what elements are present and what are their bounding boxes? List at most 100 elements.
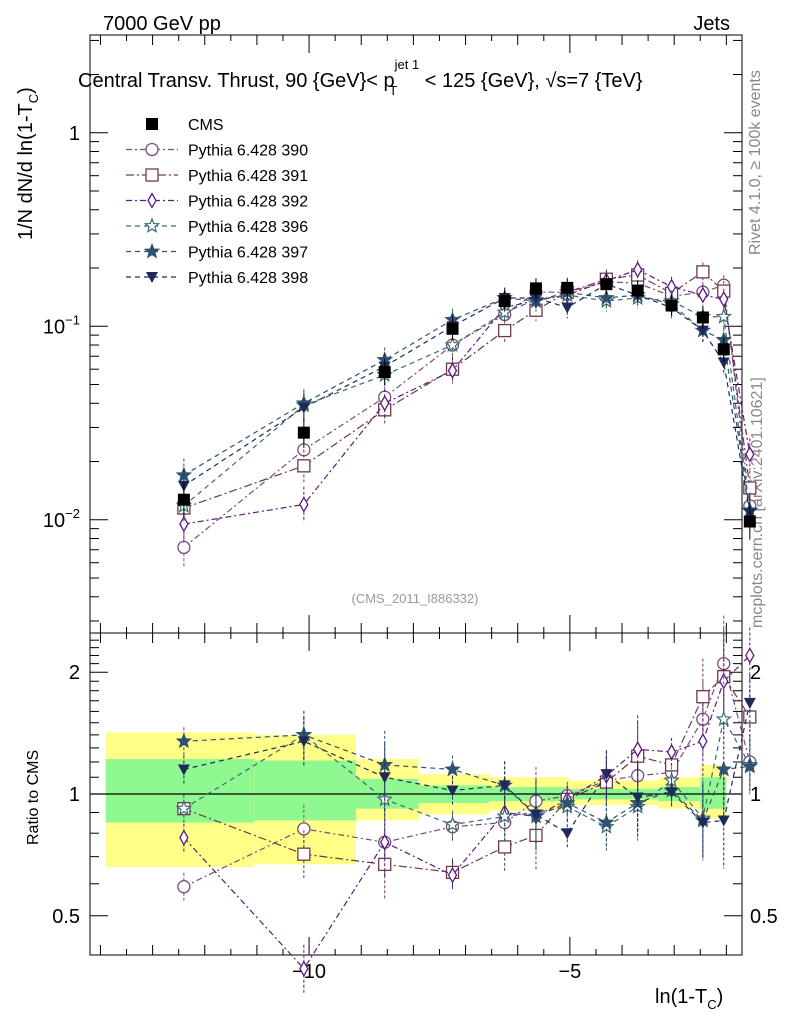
ratio-band-inner-7 [700, 777, 727, 809]
legend-marker-p396 [143, 217, 161, 234]
ratio-point-p397 [175, 732, 193, 749]
ratio-point-p392 [745, 647, 755, 664]
point-cms [177, 493, 190, 506]
point-cms [529, 282, 542, 295]
side-label-mcplots: mcplots.cern.ch [arXiv:2401.10621] [749, 377, 766, 628]
ratio-point-p397 [741, 757, 759, 774]
legend-marker-p397 [143, 242, 161, 259]
point-cms [297, 426, 310, 439]
legend-marker-cms [146, 118, 158, 130]
ratio-y-tick-label: 1 [69, 784, 80, 806]
ratio-y-tick-label: 2 [69, 662, 80, 684]
legend-label-p392: Pythia 6.428 392 [188, 194, 308, 211]
legend-marker-p398 [146, 272, 158, 283]
ratio-point-p392 [666, 743, 677, 761]
point-cms [498, 295, 511, 308]
point-p397 [598, 289, 615, 306]
analysis-id-label: (CMS_2011_I886332) [352, 591, 479, 606]
point-p398 [561, 302, 574, 314]
point-cms [717, 343, 730, 356]
point-cms [600, 278, 613, 291]
title-part-1: Central Transv. Thrust, 90 {GeV}< p [78, 70, 395, 92]
ratio-point-p396 [444, 815, 461, 832]
ratio-point-p398 [498, 780, 511, 792]
ratio-point-p390 [297, 822, 311, 836]
point-p396 [715, 308, 732, 324]
header-left: 7000 GeV pp [103, 13, 221, 35]
point-p392 [632, 261, 643, 279]
legend-label-p390: Pythia 6.428 390 [188, 143, 308, 160]
ratio-point-p391 [297, 847, 311, 861]
ratio-point-p398 [297, 736, 310, 748]
point-p392 [299, 496, 309, 513]
ratio-point-p398 [743, 697, 756, 709]
ratio-point-p390 [177, 880, 191, 894]
ratio-point-p398 [561, 828, 574, 840]
title-sup: jet 1 [394, 57, 420, 72]
title-sub: T [389, 83, 397, 98]
point-p390 [177, 540, 191, 555]
ratio-point-p398 [378, 772, 391, 784]
point-p392 [447, 362, 458, 379]
ratio-band-inner-1 [254, 760, 357, 821]
ratio-point-p398 [529, 809, 542, 821]
ratio-point-p397 [598, 813, 615, 830]
series-line-p390 [183, 281, 751, 548]
y-tick-label: 10−1 [43, 312, 80, 338]
title-part-2: < 125 {GeV}, √s=7 {TeV} [419, 70, 643, 92]
ratio-point-p397 [558, 794, 576, 811]
y-tick-label: 10−2 [43, 506, 80, 532]
header-right: Jets [693, 13, 730, 35]
ratio-point-p397 [444, 760, 461, 777]
point-p398 [696, 325, 709, 337]
point-p398 [717, 357, 730, 369]
ratio-y-tick-label-right: 2 [750, 662, 761, 684]
main-panel: 10−2 10−1 1 [43, 34, 759, 634]
ratio-y-axis-label: Ratio to CMS [25, 750, 42, 845]
ratio-point-p398 [696, 817, 709, 829]
ratio-point-p398 [600, 769, 613, 781]
x-axis-label: ln(1-TC) [655, 986, 723, 1012]
series-line-p396 [183, 294, 751, 511]
legend-label-p391: Pythia 6.428 391 [188, 168, 308, 185]
point-p392 [179, 515, 189, 533]
legend-label-p398: Pythia 6.428 398 [188, 270, 308, 287]
ratio-point-p396 [175, 800, 193, 816]
point-p396 [444, 336, 461, 353]
point-p398 [297, 402, 310, 414]
series-line-p398 [183, 283, 751, 514]
point-p392 [698, 286, 708, 304]
point-p392 [745, 445, 755, 463]
series-line-p397 [183, 291, 751, 512]
ratio-y-tick-label: 0.5 [52, 906, 80, 928]
side-label-rivet: Rivet 4.1.0, ≥ 100k events [747, 70, 764, 255]
ratio-point-p398 [631, 792, 644, 804]
x-tick-label: −5 [558, 961, 581, 983]
legend-label-p396: Pythia 6.428 396 [188, 219, 308, 236]
point-cms [631, 284, 644, 297]
legend-label-cms: CMS [188, 117, 224, 134]
ratio-point-p398 [717, 815, 730, 827]
ratio-point-p391 [696, 690, 710, 704]
point-p398 [529, 292, 542, 304]
ratio-point-p398 [665, 787, 678, 799]
point-cms [696, 311, 709, 324]
point-cms [446, 322, 459, 335]
y-tick-label: 1 [69, 123, 80, 145]
legend-marker-p392 [147, 192, 157, 209]
ratio-point-p396 [496, 807, 513, 824]
point-p392 [379, 394, 390, 412]
ratio-point-p392 [447, 866, 458, 884]
ratio-point-p392 [299, 960, 309, 978]
ratio-point-p392 [698, 732, 708, 750]
ratio-point-p397 [715, 760, 732, 777]
legend-label-p397: Pythia 6.428 397 [188, 245, 308, 262]
legend-marker-p391 [145, 168, 159, 182]
legend-marker-p390 [145, 142, 159, 157]
ratio-y-tick-label-right: 0.5 [750, 906, 778, 928]
series-line-p391 [183, 271, 751, 509]
point-p396 [496, 303, 513, 320]
ratio-point-p392 [179, 829, 189, 846]
plot-title: Central Transv. Thrust, 90 {GeV}< pjet 1… [78, 57, 643, 98]
